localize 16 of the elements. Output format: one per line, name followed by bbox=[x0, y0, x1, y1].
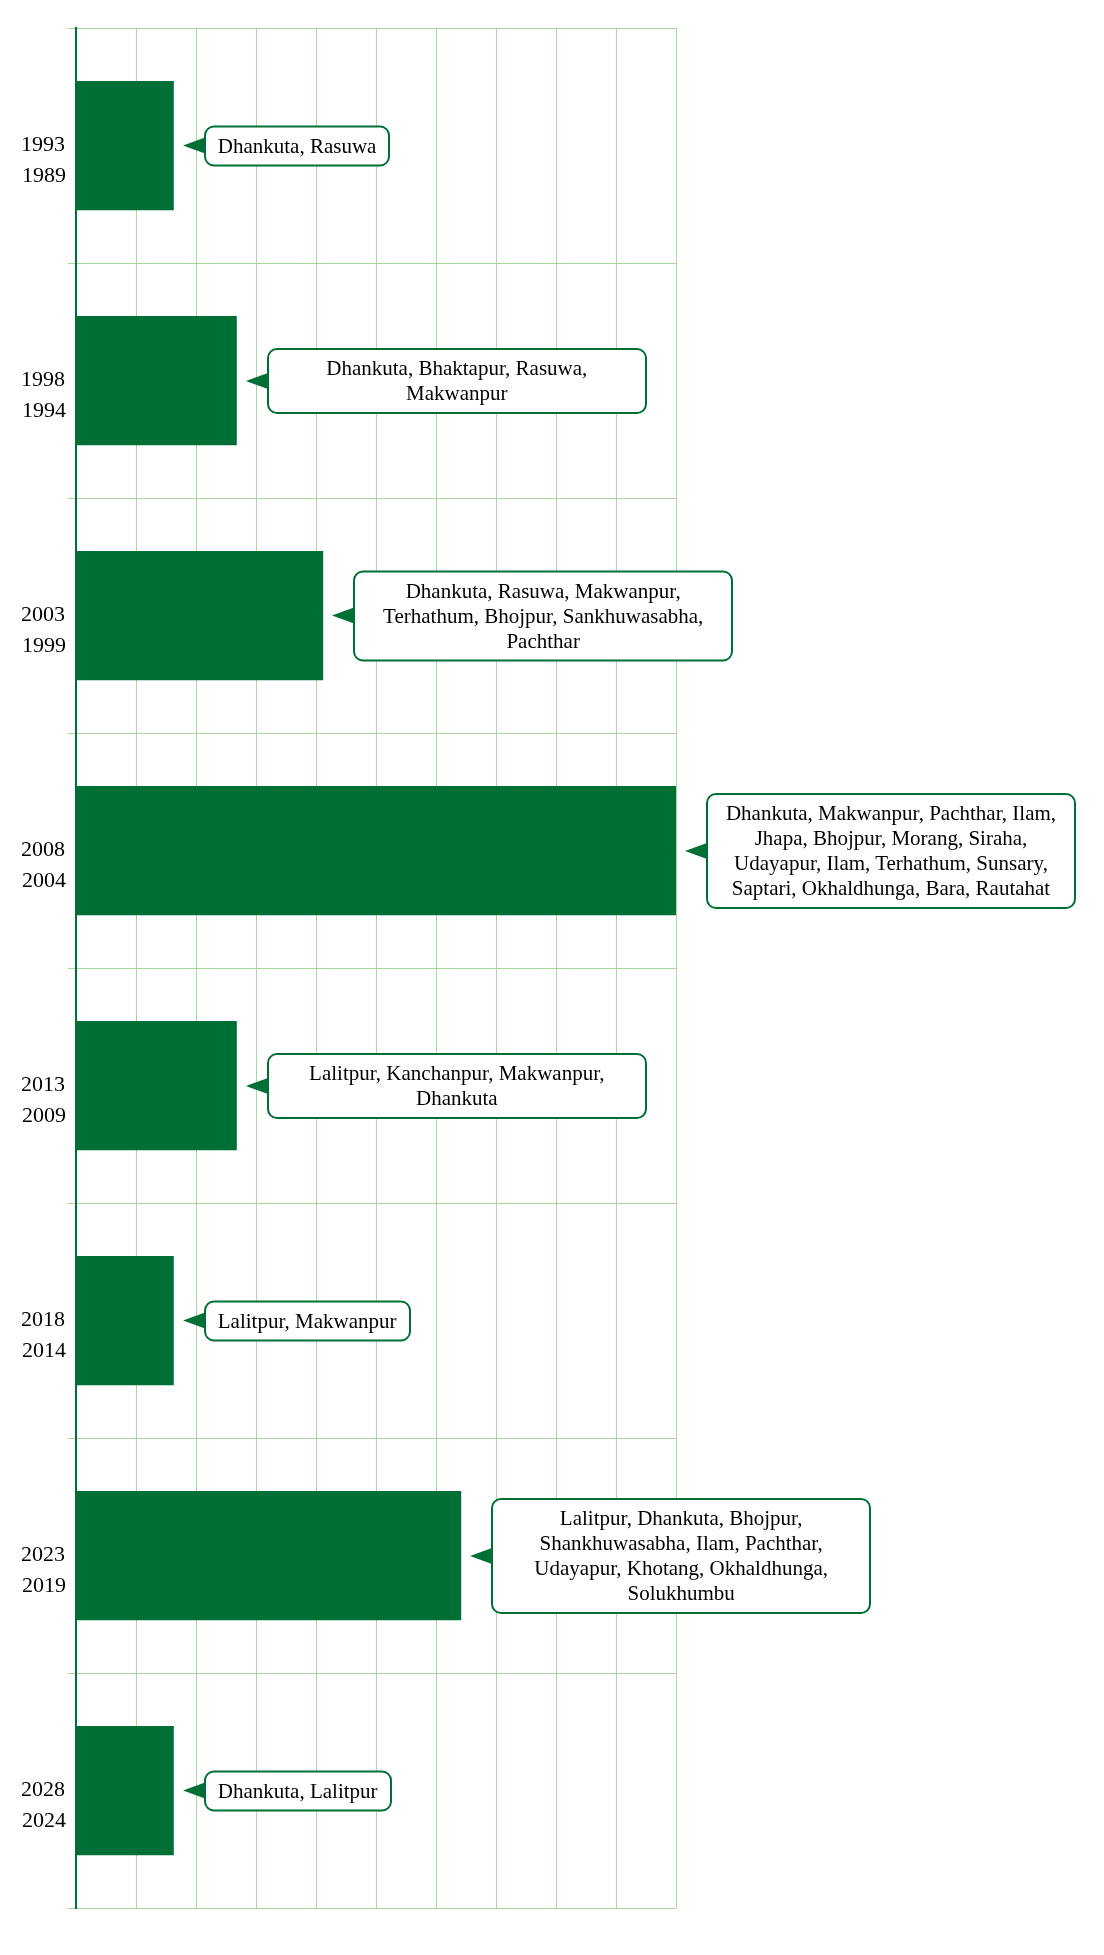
y-tick-label: 2028 bbox=[21, 1776, 65, 1802]
text: 2004 bbox=[22, 866, 66, 893]
y-tick-label: 1993 bbox=[21, 131, 65, 157]
text: 1994 bbox=[22, 396, 66, 423]
text: 2009 bbox=[22, 1101, 66, 1128]
text: 2014 bbox=[22, 1336, 66, 1363]
y-tick-label: 2008 bbox=[21, 836, 65, 862]
text: 2019 bbox=[22, 1571, 66, 1598]
y-tick-label: 2023 bbox=[21, 1541, 65, 1567]
text: 1999 bbox=[22, 631, 66, 658]
text: 2024 bbox=[22, 1806, 66, 1833]
text: 1989 bbox=[22, 161, 66, 188]
y-tick-label: 2018 bbox=[21, 1306, 65, 1332]
y-tick-label: 2013 bbox=[21, 1071, 65, 1097]
y-tick-label: 1998 bbox=[21, 366, 65, 392]
y-tick-label: 2003 bbox=[21, 601, 65, 627]
